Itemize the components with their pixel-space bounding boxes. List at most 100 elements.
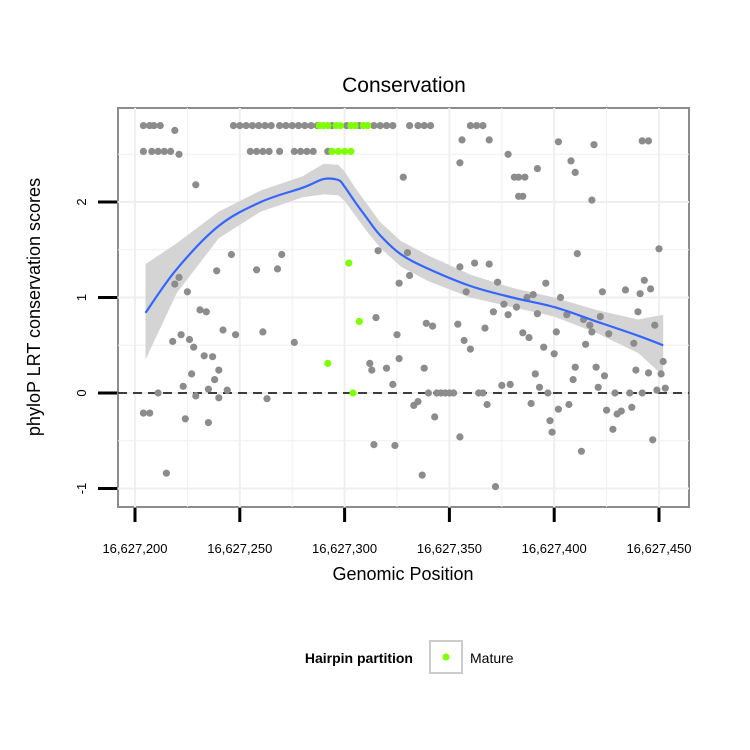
data-point bbox=[204, 385, 212, 393]
legend-mature-marker bbox=[442, 653, 450, 661]
data-point bbox=[456, 433, 464, 441]
mature-data-point bbox=[349, 389, 357, 397]
data-point bbox=[531, 370, 539, 378]
data-point bbox=[301, 122, 309, 130]
data-point bbox=[598, 288, 607, 296]
data-point bbox=[466, 122, 474, 130]
data-point bbox=[183, 288, 191, 296]
mature-data-point bbox=[336, 122, 344, 130]
data-point bbox=[171, 126, 179, 134]
data-point bbox=[594, 383, 602, 391]
data-point bbox=[418, 471, 426, 479]
data-point bbox=[156, 122, 164, 130]
data-point bbox=[644, 137, 653, 145]
data-point bbox=[370, 441, 378, 449]
data-point bbox=[659, 357, 667, 366]
data-point bbox=[175, 273, 183, 281]
data-point bbox=[504, 311, 512, 319]
data-point bbox=[556, 293, 565, 302]
mature-data-point bbox=[345, 259, 353, 267]
data-point bbox=[261, 122, 269, 130]
data-point bbox=[204, 419, 212, 427]
data-point bbox=[485, 136, 493, 144]
data-point bbox=[229, 122, 238, 130]
data-point bbox=[382, 364, 391, 372]
data-point bbox=[242, 122, 250, 130]
data-point bbox=[148, 147, 156, 155]
data-point bbox=[466, 345, 474, 353]
data-point bbox=[253, 266, 261, 274]
data-point bbox=[162, 469, 170, 477]
data-point bbox=[389, 380, 397, 388]
data-point bbox=[550, 350, 558, 358]
data-point bbox=[588, 196, 596, 204]
data-point bbox=[177, 331, 185, 339]
data-point bbox=[552, 328, 560, 336]
data-point bbox=[647, 285, 655, 293]
data-point bbox=[422, 319, 430, 327]
data-point bbox=[370, 122, 378, 130]
data-point bbox=[139, 122, 147, 130]
data-point bbox=[395, 279, 403, 287]
data-point bbox=[259, 328, 267, 336]
x-tick-label: 16,627,200 bbox=[102, 541, 167, 556]
data-point bbox=[540, 343, 548, 351]
data-point bbox=[628, 403, 636, 411]
data-point bbox=[567, 157, 575, 165]
data-point bbox=[215, 366, 223, 374]
y-tick-label: -1 bbox=[74, 483, 89, 495]
data-point bbox=[420, 364, 428, 372]
x-tick-label: 16,627,350 bbox=[417, 541, 482, 556]
data-point bbox=[655, 245, 663, 253]
data-point bbox=[232, 331, 240, 339]
x-tick-label: 16,627,400 bbox=[522, 541, 587, 556]
data-point bbox=[253, 147, 261, 155]
data-point bbox=[535, 383, 544, 391]
data-point bbox=[554, 405, 563, 413]
data-point bbox=[596, 313, 604, 321]
data-point bbox=[621, 286, 630, 294]
x-tick-label: 16,627,450 bbox=[626, 541, 691, 556]
data-point bbox=[181, 415, 189, 423]
data-point bbox=[175, 150, 183, 158]
data-point bbox=[139, 409, 147, 417]
data-point bbox=[454, 320, 462, 328]
mature-data-point bbox=[341, 147, 349, 155]
data-point bbox=[638, 137, 646, 145]
data-point bbox=[586, 321, 594, 329]
data-point bbox=[406, 271, 414, 280]
data-point bbox=[192, 392, 200, 400]
data-point bbox=[372, 314, 380, 322]
data-point bbox=[544, 389, 552, 397]
data-point bbox=[248, 122, 256, 130]
data-point bbox=[569, 376, 577, 384]
data-point bbox=[571, 363, 579, 371]
y-tick-label: 1 bbox=[74, 294, 89, 301]
data-point bbox=[294, 122, 303, 130]
data-point bbox=[403, 249, 412, 257]
data-point bbox=[515, 173, 523, 181]
data-point bbox=[160, 147, 168, 155]
data-point bbox=[236, 122, 244, 130]
smooth-line bbox=[144, 177, 664, 347]
data-point bbox=[600, 372, 609, 380]
data-point bbox=[278, 250, 286, 259]
data-point bbox=[479, 122, 487, 130]
y-axis-title: phyloP LRT conservation scores bbox=[24, 178, 44, 436]
data-point bbox=[456, 263, 464, 271]
data-point bbox=[265, 147, 273, 155]
data-point bbox=[389, 122, 397, 130]
data-point bbox=[456, 159, 464, 167]
mature-data-point bbox=[355, 317, 363, 325]
data-point bbox=[603, 406, 611, 414]
data-point bbox=[393, 331, 401, 339]
data-point bbox=[554, 138, 563, 146]
data-point bbox=[426, 122, 435, 130]
data-point bbox=[150, 122, 158, 130]
data-point bbox=[303, 147, 311, 155]
data-point bbox=[582, 340, 590, 348]
data-point bbox=[382, 122, 391, 130]
data-point bbox=[609, 425, 617, 433]
data-point bbox=[196, 306, 204, 314]
